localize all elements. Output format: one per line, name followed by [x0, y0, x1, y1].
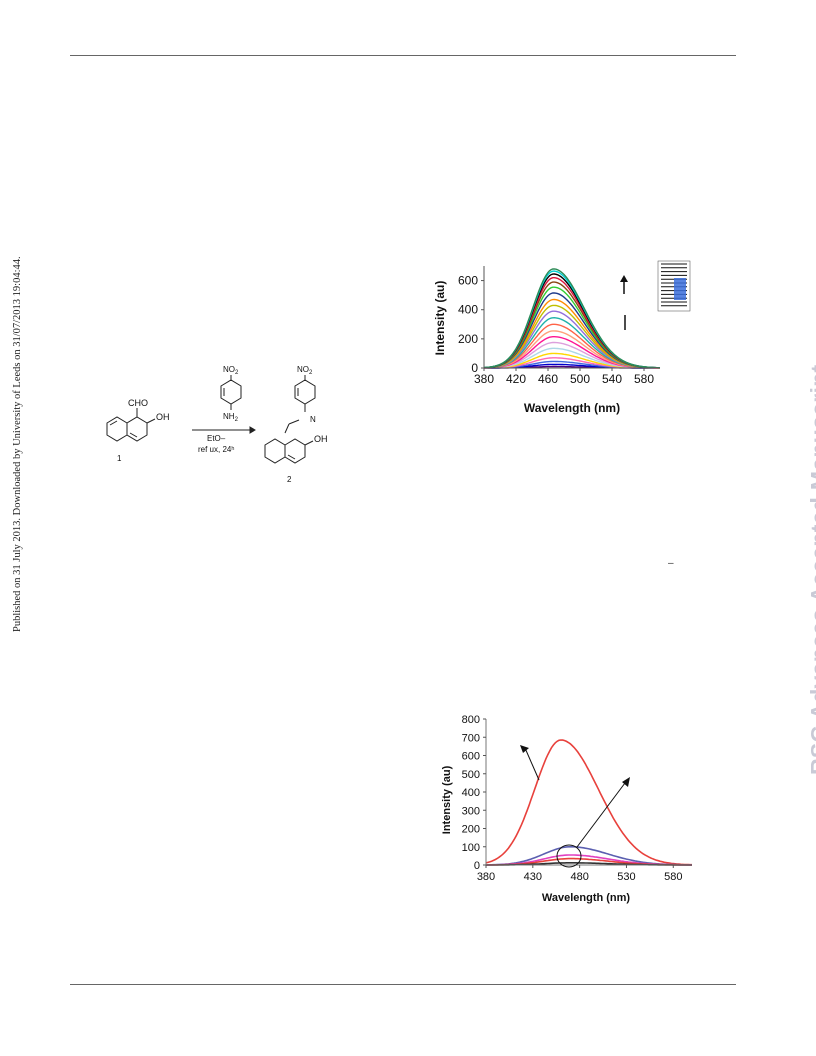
series-line-21 [483, 268, 661, 369]
y-tick-label: 400 [458, 303, 478, 317]
y-tick-label: 0 [471, 361, 478, 375]
x-tick-label: 540 [602, 372, 622, 386]
x-tick-label: 420 [506, 372, 526, 386]
y-tick-label: 300 [462, 805, 480, 817]
y-tick-label: 200 [462, 824, 480, 836]
x-tick-label: 580 [664, 871, 682, 883]
x-tick-label: 530 [617, 871, 635, 883]
x-axis-label: Wavelength (nm) [524, 401, 620, 415]
y-tick-label: 800 [462, 714, 480, 726]
y-tick-label: 400 [462, 787, 480, 799]
x-tick-label: 380 [474, 372, 494, 386]
arrow-to-main-peak [520, 745, 540, 781]
y-tick-label: 0 [474, 860, 480, 872]
cho-label: CHO [128, 398, 148, 408]
header-rule [70, 55, 736, 56]
x-axis-label: Wavelength (nm) [542, 892, 631, 904]
compound-label-1: 1 [117, 454, 122, 463]
x-tick-label: 460 [538, 372, 558, 386]
watermark: RSC Advances Accepted Manuscript [806, 364, 816, 775]
highlight-circle [556, 844, 582, 868]
conditions-line-2: ref ux, 24ʰ [198, 445, 234, 454]
footer-rule [70, 984, 736, 985]
legend-thumbnail [657, 260, 691, 312]
y-tick-label: 700 [462, 732, 480, 744]
series-line-18 [483, 277, 660, 369]
product-oh: OH [314, 434, 328, 444]
series-line-1 [485, 739, 692, 866]
y-axis-label: Intensity (au) [433, 281, 447, 356]
emission-titration-chart: 0 200 400 600 380 420 460 500 540 580 Wavelength… [433, 260, 691, 415]
y-tick-label: 600 [462, 751, 480, 763]
reaction-scheme: CHO OH 1 NO2 NH2 EtO– ref ux, 24ʰ NO2 N … [106, 365, 328, 484]
oh-label: OH [156, 412, 170, 422]
product-n: N [310, 415, 316, 424]
x-tick-label: 580 [634, 372, 654, 386]
reagent-nitroaniline [220, 375, 242, 410]
reaction-arrow-head [249, 426, 256, 434]
y-axis-label: Intensity (au) [441, 765, 453, 834]
x-tick-label: 480 [570, 871, 588, 883]
reagent-no2: NO2 [223, 365, 239, 376]
publication-notice: Published on 31 July 2013. Downloaded by… [12, 256, 23, 632]
reagent-nh2: NH2 [223, 412, 239, 423]
y-tick-label: 500 [462, 769, 480, 781]
product-schiff-base [264, 375, 316, 464]
x-tick-label: 500 [570, 372, 590, 386]
emission-comparison-chart: 0 100 200 300 400 500 600 700 800 380 430 480 530 58… [441, 714, 692, 904]
y-tick-label: 200 [458, 332, 478, 346]
arrow-from-circle [576, 777, 630, 848]
compound-label-2: 2 [287, 475, 292, 484]
x-tick-label: 380 [477, 871, 495, 883]
reactant-naphthalene [106, 408, 156, 442]
conditions-line-1: EtO– [207, 434, 226, 443]
y-tick-label: 600 [458, 274, 478, 288]
series-line-17 [483, 281, 660, 369]
y-tick-label: 100 [462, 842, 480, 854]
up-arrow-annotation [620, 275, 628, 294]
x-tick-label: 430 [524, 871, 542, 883]
product-no2: NO2 [297, 365, 313, 376]
small-dash: – [668, 558, 674, 569]
